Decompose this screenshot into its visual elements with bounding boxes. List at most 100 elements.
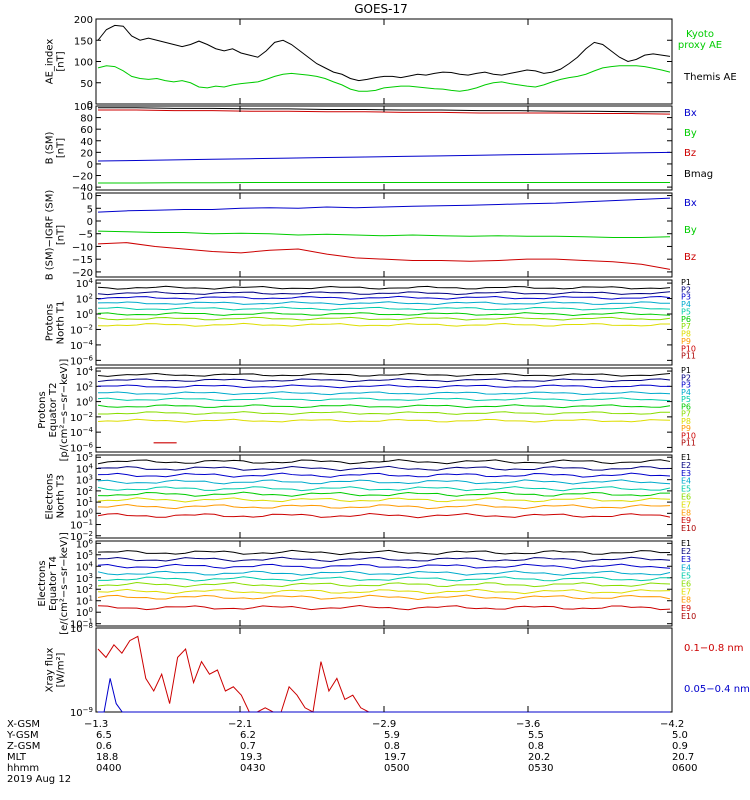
y-tick-label: 10−4 xyxy=(70,426,94,439)
y-tick-label: 101 xyxy=(76,496,93,509)
y-tick-label: 10−6 xyxy=(70,441,94,454)
legend-entry: P1 xyxy=(681,366,691,375)
legend-entry: P11 xyxy=(681,352,696,361)
y-tick-label: 100 xyxy=(76,308,93,321)
legend-entry: Bx xyxy=(684,198,697,209)
y-tick-label: 103 xyxy=(76,474,93,487)
legend-entry: P10 xyxy=(681,344,696,353)
y-tick-label: 50 xyxy=(80,79,93,90)
legend-entry: P9 xyxy=(681,337,691,346)
legend-entry: E8 xyxy=(681,508,691,517)
panel-bigrf: 105 0 −5−10 −15 −20 B (SM)−IGRF (SM) [nT] Bx By B… xyxy=(45,190,697,281)
series-line xyxy=(97,384,671,389)
y-tick-label: 104 xyxy=(76,277,94,290)
x-column-value: 0.6 xyxy=(96,741,112,752)
x-column-value: 20.7 xyxy=(672,752,694,763)
x-column-value: 19.3 xyxy=(240,752,262,763)
y-tick-label: 10 xyxy=(80,192,93,203)
legend-entry: P7 xyxy=(681,410,691,419)
x-column-value: 19.7 xyxy=(384,752,406,763)
y-tick-label: 104 xyxy=(76,365,94,378)
y-tick-label: −10 xyxy=(72,242,93,253)
y-axis-label: B (SM) xyxy=(45,131,56,164)
xray-long-line xyxy=(97,635,670,713)
x-column-value: 0.8 xyxy=(384,741,400,752)
series-line xyxy=(97,513,671,519)
legend-entry: By xyxy=(684,128,697,139)
legend-entry: E7 xyxy=(681,500,691,509)
series-line xyxy=(97,594,671,600)
series-line xyxy=(97,404,671,409)
y-tick-label: 200 xyxy=(74,15,93,26)
legend-entry: E5 xyxy=(681,485,691,494)
y-axis-label: Xray flux xyxy=(45,648,56,693)
y-tick-label: 150 xyxy=(74,36,93,47)
y-tick-label: 40 xyxy=(80,137,93,148)
x-column-value: 5.9 xyxy=(384,730,400,741)
panel-frame xyxy=(95,192,673,278)
legend-entry: E1 xyxy=(681,539,691,548)
series-line xyxy=(97,604,671,611)
series-line xyxy=(97,306,671,311)
legend-entry: By xyxy=(684,225,697,236)
series-line xyxy=(97,65,671,92)
y-axis-label: [nT] xyxy=(56,138,67,158)
y-axis-label: Protons xyxy=(45,304,56,341)
x-column-value: 0430 xyxy=(240,763,265,774)
y-axis-label: Protons xyxy=(37,391,48,428)
y-tick-label: 10−2 xyxy=(70,323,93,336)
y-tick-label: 100 xyxy=(76,606,93,619)
series-line xyxy=(97,465,671,472)
legend-entry: E1 xyxy=(681,453,691,462)
y-tick-label: 104 xyxy=(76,462,94,475)
legend-entry: P3 xyxy=(681,293,691,302)
y-axis-label: Equator T4 xyxy=(48,556,59,611)
x-column-value: 0530 xyxy=(528,763,553,774)
legend-entry: P8 xyxy=(681,417,691,426)
series-line xyxy=(97,378,671,383)
x-column-value: 5.5 xyxy=(528,730,544,741)
legend-entry: Bz xyxy=(684,252,696,263)
xray-short-line xyxy=(98,678,670,713)
legend-entry: P2 xyxy=(681,373,691,382)
legend-entry: Bx xyxy=(684,108,697,119)
legend-entry: E6 xyxy=(681,493,691,502)
series-line xyxy=(97,582,671,588)
legend-entry: P5 xyxy=(681,395,691,404)
y-axis-label: North T3 xyxy=(56,475,67,519)
series-line xyxy=(97,549,671,556)
y-tick-label: 80 xyxy=(80,114,93,125)
y-tick-label: 5 xyxy=(87,204,93,215)
x-row-label: 2019 Aug 12 xyxy=(7,774,71,785)
panel-frame xyxy=(95,105,673,191)
x-column-value: 0600 xyxy=(672,763,697,774)
y-tick-label: 102 xyxy=(76,583,93,596)
y-tick-label: 105 xyxy=(76,451,93,464)
x-row-label: hhmm xyxy=(7,763,39,774)
y-tick-label: 10−1 xyxy=(70,618,93,631)
y-tick-label: 100 xyxy=(76,507,93,520)
y-tick-label: 100 xyxy=(74,58,93,69)
legend-entry: E4 xyxy=(681,477,691,486)
y-axis-label: Electrons xyxy=(37,560,48,606)
y-axis-label: Electrons xyxy=(45,473,56,519)
y-tick-label: 103 xyxy=(76,572,93,585)
series-line xyxy=(97,418,671,423)
legend-entry: proxy AE xyxy=(678,40,722,51)
x-column-value: −1.3 xyxy=(84,719,108,730)
y-tick-label: 104 xyxy=(76,560,94,573)
panel-frame xyxy=(95,18,673,105)
series-line xyxy=(98,181,670,184)
series-line xyxy=(97,301,671,306)
y-tick-label: 105 xyxy=(76,549,93,562)
legend-entry: P2 xyxy=(681,285,691,294)
y-axis-label: [e/(cm²−s−sr−keV)] xyxy=(59,532,70,635)
series-line xyxy=(97,285,671,290)
legend-entry: E10 xyxy=(681,524,696,533)
x-column-value: −3.6 xyxy=(516,719,540,730)
legend-entry: E7 xyxy=(681,588,691,597)
panel-pnt1: 104 102 100 10−2 10−4 10−6 Protons North T1 P1P2… xyxy=(45,277,697,367)
y-tick-label: 0 xyxy=(87,217,93,228)
